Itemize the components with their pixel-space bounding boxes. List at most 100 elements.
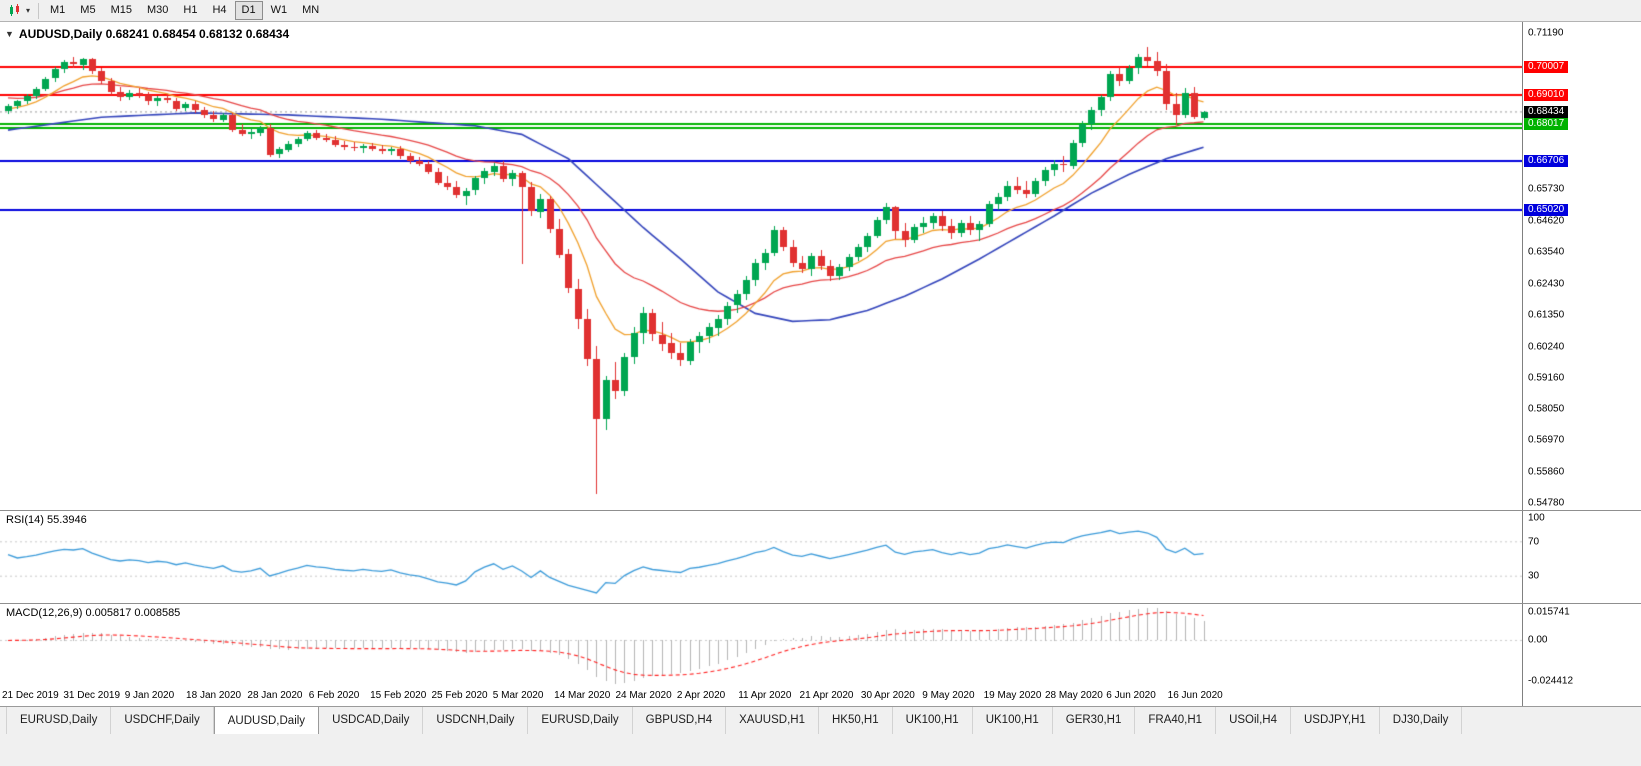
chart-type-button[interactable]: ▾: [4, 2, 34, 20]
timeframe-button-h1[interactable]: H1: [183, 4, 198, 16]
price-scale-label: 0.58050: [1528, 403, 1565, 415]
time-axis-label: 21 Apr 2020: [799, 690, 854, 701]
timeframe-button-m5[interactable]: M5: [80, 4, 96, 16]
one-click-trading-icon[interactable]: ▼: [5, 29, 14, 39]
chart-tab-fra40-h1[interactable]: FRA40,H1: [1135, 707, 1217, 734]
price-scale-label: 0.60240: [1528, 341, 1565, 353]
chart-title: AUDUSD,Daily 0.68241 0.68454 0.68132 0.6…: [18, 27, 290, 41]
price-scale-label-highlighted: 0.68017: [1524, 117, 1569, 130]
time-axis[interactable]: 21 Dec 2019 31 Dec 2019 9 Jan 2020 18 Jan 2…: [0, 688, 1641, 706]
axis-corner: [1522, 688, 1640, 706]
time-axis-label: 9 Jan 2020: [124, 690, 175, 701]
timeframe-group: M1 M5 M15 M30 H1 H4 D1 W1 MN: [43, 1, 326, 20]
main-price-panel: ▼ AUDUSD,Daily 0.68241 0.68454 0.68132 0…: [0, 22, 1641, 510]
rsi-scale-label: 70: [1528, 536, 1540, 548]
rsi-plot: RSI(14) 55.3946: [0, 511, 1522, 603]
panel-separator[interactable]: [0, 510, 1641, 511]
time-axis-label: 24 Mar 2020: [615, 690, 672, 701]
rsi-panel: RSI(14) 55.3946 100 70 30: [0, 511, 1641, 603]
macd-canvas[interactable]: [0, 604, 1522, 688]
time-axis-label: 6 Jun 2020: [1106, 690, 1156, 701]
price-scale-label: 0.64620: [1528, 215, 1565, 227]
chart-tab-usdjpy-h1[interactable]: USDJPY,H1: [1291, 707, 1380, 734]
chart-tab-usdcnh-daily[interactable]: USDCNH,Daily: [423, 707, 529, 734]
rsi-canvas[interactable]: [0, 511, 1522, 603]
price-scale-label: 0.59160: [1528, 372, 1565, 384]
price-scale-label: 0.62430: [1528, 278, 1565, 290]
price-scale-label: 0.63540: [1528, 246, 1565, 258]
timeframe-button-mn[interactable]: MN: [302, 4, 320, 16]
toolbar-separator: [38, 2, 40, 19]
macd-panel: MACD(12,26,9) 0.005817 0.008585 0.015741…: [0, 604, 1641, 688]
time-axis-label: 2 Apr 2020: [676, 690, 726, 701]
chart-window: ▼ AUDUSD,Daily 0.68241 0.68454 0.68132 0…: [0, 22, 1641, 706]
time-axis-labels: 21 Dec 2019 31 Dec 2019 9 Jan 2020 18 Jan 2…: [0, 688, 1522, 706]
macd-label: MACD(12,26,9) 0.005817 0.008585: [6, 607, 181, 619]
bottom-strip: [0, 734, 1641, 766]
time-axis-label: 16 Jun 2020: [1167, 690, 1223, 701]
price-scale-label-highlighted: 0.65020: [1524, 203, 1569, 216]
time-axis-label: 28 Jan 2020: [247, 690, 303, 701]
price-scale-label-highlighted: 0.66706: [1524, 155, 1569, 168]
chevron-down-icon: ▾: [26, 5, 31, 15]
timeframe-button-d1[interactable]: D1: [234, 1, 263, 20]
price-scale-label: 0.71190: [1528, 27, 1564, 39]
time-axis-label: 9 May 2020: [922, 690, 975, 701]
chart-tab-dj30-daily[interactable]: DJ30,Daily: [1380, 707, 1463, 734]
time-axis-label: 6 Feb 2020: [308, 690, 360, 701]
rsi-label: RSI(14) 55.3946: [6, 514, 87, 526]
chart-tab-eurusd-daily[interactable]: EURUSD,Daily: [528, 707, 633, 734]
price-scale-label: 0.61350: [1528, 309, 1565, 321]
chart-tab-gbpusd-h4[interactable]: GBPUSD,H4: [633, 707, 727, 734]
timeframe-button-m1[interactable]: M1: [50, 4, 66, 16]
chart-tab-uk100-h1[interactable]: UK100,H1: [973, 707, 1053, 734]
time-axis-label: 28 May 2020: [1044, 690, 1103, 701]
panel-separator[interactable]: [0, 603, 1641, 604]
rsi-scale-label: 30: [1528, 570, 1540, 582]
macd-scale-label: -0.024412: [1528, 675, 1574, 687]
price-scale-label: 0.56970: [1528, 434, 1565, 446]
time-axis-label: 31 Dec 2019: [63, 690, 121, 701]
timeframe-button-m15[interactable]: M15: [110, 4, 132, 16]
price-scale-label-highlighted: 0.70007: [1524, 60, 1569, 73]
time-axis-label: 18 Jan 2020: [186, 690, 242, 701]
timeframe-button-w1[interactable]: W1: [270, 4, 288, 16]
macd-plot: MACD(12,26,9) 0.005817 0.008585: [0, 604, 1522, 688]
chart-tab-usdchf-daily[interactable]: USDCHF,Daily: [111, 707, 214, 734]
time-axis-label: 5 Mar 2020: [492, 690, 544, 701]
time-axis-label: 21 Dec 2019: [2, 690, 59, 701]
time-axis-label: 30 Apr 2020: [860, 690, 915, 701]
chart-tabbar: EURUSD,Daily USDCHF,Daily AUDUSD,Daily USDC…: [0, 706, 1641, 734]
time-axis-label: 14 Mar 2020: [554, 690, 611, 701]
timeframe-button-h4[interactable]: H4: [212, 4, 227, 16]
rsi-scale-label: 100: [1528, 512, 1545, 524]
timeframe-button-m30[interactable]: M30: [146, 4, 169, 16]
chart-tab-hk50-h1[interactable]: HK50,H1: [819, 707, 893, 734]
chart-tab-audusd-daily[interactable]: AUDUSD,Daily: [213, 706, 320, 734]
chart-tab-ger30-h1[interactable]: GER30,H1: [1053, 707, 1136, 734]
chart-tab-eurusd-daily[interactable]: EURUSD,Daily: [6, 707, 112, 734]
main-plot: ▼ AUDUSD,Daily 0.68241 0.68454 0.68132 0…: [0, 22, 1522, 510]
main-chart-canvas[interactable]: [0, 22, 1522, 510]
chart-tab-xauusd-h1[interactable]: XAUUSD,H1: [726, 707, 819, 734]
chart-tab-usoil-h4[interactable]: USOil,H4: [1216, 707, 1291, 734]
chart-tab-usdcad-daily[interactable]: USDCAD,Daily: [319, 707, 424, 734]
price-scale[interactable]: 0.71190 0.65730 0.64620 0.63540 0.62430 0.613…: [1522, 22, 1640, 510]
time-axis-label: 11 Apr 2020: [738, 690, 792, 701]
price-scale-label-highlighted: 0.69010: [1524, 89, 1569, 102]
chart-title-overlay: ▼ AUDUSD,Daily 0.68241 0.68454 0.68132 0…: [5, 27, 289, 41]
rsi-scale[interactable]: 100 70 30: [1522, 511, 1640, 603]
top-toolbar: ▾ M1 M5 M15 M30 H1 H4 D1 W1 MN: [0, 0, 1641, 22]
price-scale-label-highlighted: 0.68434: [1524, 105, 1569, 118]
candlestick-chart-icon: [10, 4, 19, 16]
macd-scale-label: 0.015741: [1528, 606, 1570, 618]
price-scale-label: 0.54780: [1528, 497, 1565, 509]
price-scale-label: 0.55860: [1528, 466, 1565, 478]
chart-tab-uk100-h1[interactable]: UK100,H1: [893, 707, 973, 734]
time-axis-label: 15 Feb 2020: [370, 690, 427, 701]
time-axis-label: 25 Feb 2020: [431, 690, 488, 701]
macd-scale[interactable]: 0.015741 0.00 -0.024412: [1522, 604, 1640, 688]
macd-scale-label: 0.00: [1528, 634, 1548, 646]
price-scale-label: 0.65730: [1528, 183, 1565, 195]
time-axis-label: 19 May 2020: [983, 690, 1042, 701]
